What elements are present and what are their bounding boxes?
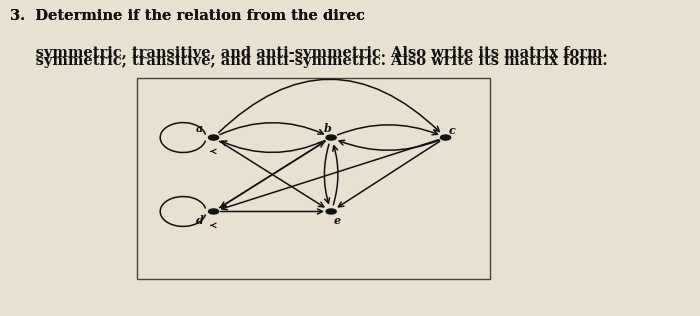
Text: 3.  Determine if the relation from the direc: 3. Determine if the relation from the di…	[10, 9, 365, 23]
Text: 3.  Determine if the relation from the direc: 3. Determine if the relation from the di…	[10, 9, 365, 22]
Circle shape	[209, 209, 218, 214]
Circle shape	[326, 135, 336, 140]
Bar	[137, 78, 490, 279]
Text: symmetric, transitive, and anti-symmetric. Also write its matrix form.: symmetric, transitive, and anti-symmetri…	[10, 46, 608, 60]
Text: a: a	[196, 123, 203, 134]
Circle shape	[326, 209, 336, 214]
Text: d: d	[196, 216, 204, 227]
Circle shape	[440, 135, 451, 140]
Text: b: b	[324, 123, 332, 134]
Circle shape	[209, 135, 218, 140]
Text: symmetric, transitive, and anti-symmetric. Also write its matrix form.: symmetric, transitive, and anti-symmetri…	[10, 54, 608, 68]
Text: e: e	[334, 216, 341, 227]
Text: c: c	[449, 125, 455, 136]
